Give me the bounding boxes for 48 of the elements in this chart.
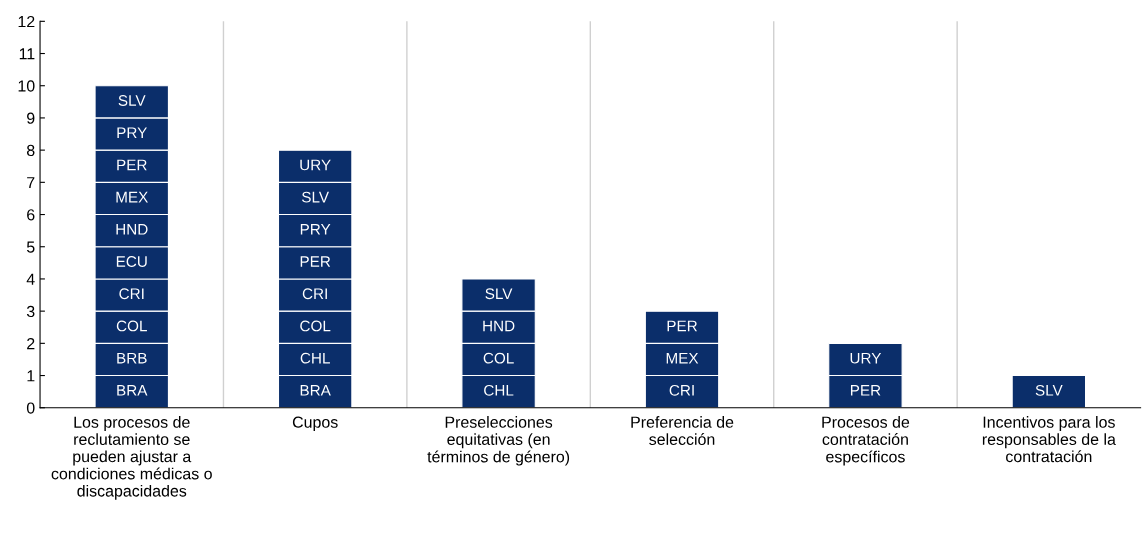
y-tick-label: 1 (27, 370, 35, 382)
x-tick-label: Preferencia de selección (631, 416, 734, 446)
data-label: PER (117, 159, 147, 171)
data-label: PER (850, 385, 881, 396)
data-label: COL (300, 320, 331, 332)
data-label: PER (667, 320, 698, 332)
data-label: HND (483, 320, 515, 332)
y-tick-label: 8 (26, 144, 35, 157)
data-label: URY (300, 159, 331, 171)
data-label: ECU (116, 256, 147, 267)
y-tick-label: 9 (27, 112, 35, 124)
y-tick-label: 11 (19, 48, 35, 60)
y-tick-label: 2 (27, 337, 35, 350)
data-label: CHL (484, 384, 514, 396)
y-tick-label: 5 (26, 241, 35, 253)
y-tick-label: 12 (18, 15, 35, 28)
data-label: BRB (117, 352, 147, 364)
y-tick-label: 7 (27, 177, 35, 189)
y-tick-label: 10 (18, 80, 35, 92)
data-label: COL (116, 320, 147, 332)
data-label: COL (483, 352, 514, 364)
data-label: CRI (119, 288, 144, 300)
data-label: PRY (117, 127, 147, 138)
data-label: URY (850, 352, 882, 364)
data-label: SLV (118, 95, 146, 106)
x-tick-label: Incentivos para los responsables de la contratación (982, 416, 1116, 463)
data-label: HND (116, 224, 148, 235)
y-tick-label: 4 (26, 273, 35, 285)
data-label: MEX (116, 191, 148, 203)
y-tick-label: 0 (26, 402, 35, 414)
x-tick-label: Procesos de contratación específicos (822, 416, 910, 466)
y-tick-label: 6 (27, 209, 35, 221)
data-label: PRY (300, 224, 331, 235)
data-label: SLV (301, 191, 329, 203)
x-tick-label: Los procesos de reclutamiento se pueden ajustar a condiciones médicas o discapacidades (51, 416, 212, 500)
data-label: SLV (1035, 384, 1063, 396)
data-label: MEX (666, 352, 699, 364)
data-label: SLV (485, 288, 513, 300)
x-tick-label: Preselecciones equitativas (en términos de género) (427, 416, 570, 466)
data-label: CHL (300, 352, 330, 364)
y-tick-label: 3 (26, 305, 35, 318)
data-label: CRI (302, 288, 327, 300)
data-label: CRI (669, 384, 694, 396)
data-label: PER (300, 256, 331, 267)
bar (1011, 374, 1087, 408)
data-label: BRA (300, 385, 331, 396)
x-tick-label: Cupos (292, 416, 338, 431)
data-label: BRA (117, 385, 148, 396)
